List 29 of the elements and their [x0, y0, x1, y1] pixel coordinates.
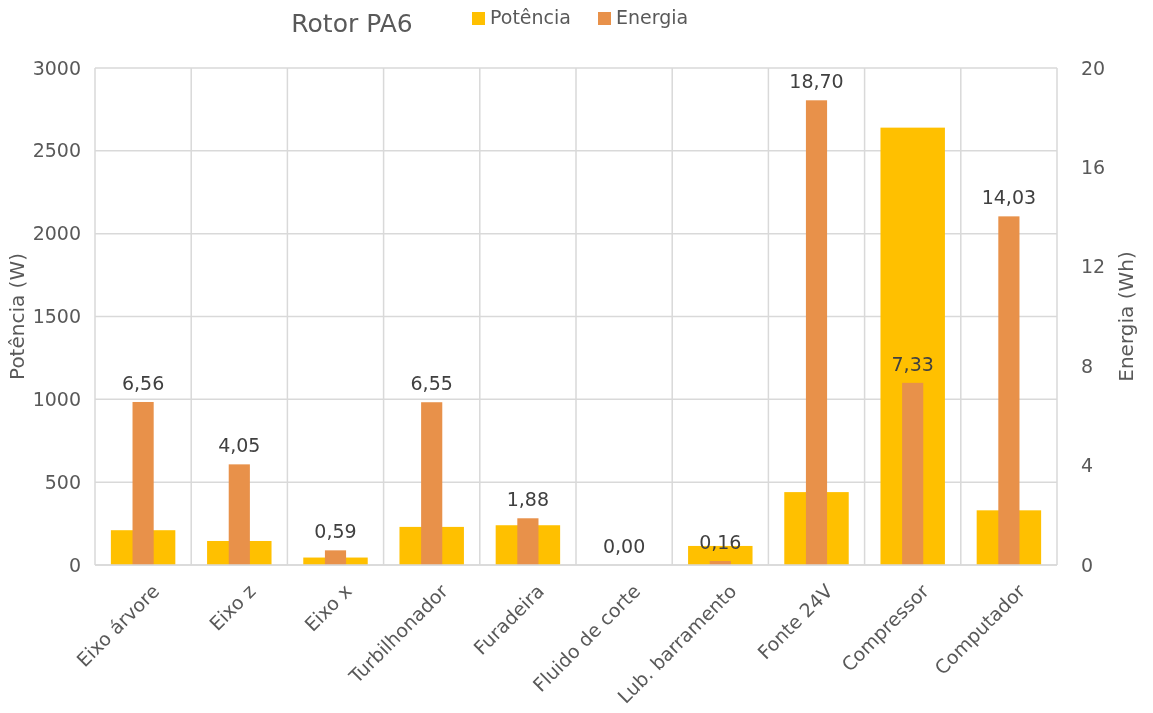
data-label: 18,70 [789, 70, 844, 93]
y2-tick-label: 4 [1081, 454, 1094, 477]
data-label: 1,88 [506, 488, 550, 511]
x-tick-label: Eixo z [204, 579, 260, 635]
data-label: 6,56 [121, 371, 165, 394]
data-label: 7,33 [891, 352, 934, 375]
y-tick-label: 1500 [32, 305, 81, 328]
chart-title: Rotor PA6 [291, 9, 413, 38]
y-tick-label: 1000 [32, 387, 81, 410]
data-label: 0,59 [314, 520, 357, 543]
y2-tick-label: 16 [1081, 156, 1106, 179]
y-tick-label: 2500 [32, 139, 81, 162]
data-label: 6,55 [410, 372, 453, 395]
data-label: 14,03 [981, 186, 1037, 209]
data-label: 4,05 [218, 434, 261, 457]
y2-tick-label: 20 [1081, 56, 1106, 79]
legend-label: Potência [490, 6, 571, 28]
legend-label: Energia [616, 6, 689, 28]
y2-tick-label: 12 [1081, 255, 1106, 278]
y2-axis-title: Energia (Wh) [1114, 251, 1138, 382]
y-tick-label: 3000 [32, 56, 81, 79]
data-label: 0,00 [602, 535, 646, 557]
y2-tick-label: 8 [1081, 354, 1094, 377]
y-axis-title: Potência (W) [5, 253, 29, 380]
y-tick-label: 2000 [32, 222, 81, 245]
y2-tick-label: 0 [1081, 553, 1094, 576]
bar [902, 382, 924, 565]
y-tick-label: 500 [44, 470, 81, 493]
y-tick-label: 0 [68, 553, 81, 576]
